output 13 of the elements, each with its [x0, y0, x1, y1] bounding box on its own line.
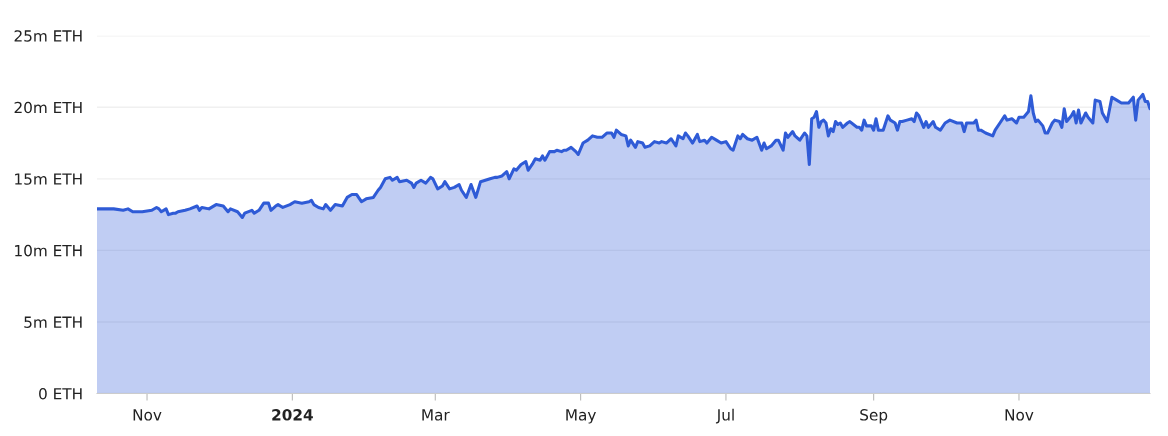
y-tick-label: 10m ETH [15, 244, 82, 257]
y-tick-label: 20m ETH [14, 101, 82, 114]
x-tick-label: Jul [715, 408, 734, 424]
y-tick-label: 25m ETH [14, 30, 82, 42]
y-tick-label: 15m ETH [15, 173, 82, 185]
x-tick-label: Mar [422, 409, 450, 421]
x-tick-label: Nov [133, 409, 162, 421]
x-tick-label: Sep [860, 409, 888, 424]
y-tick-label: 5m ETH [24, 316, 82, 328]
x-tick-label: 2024 [272, 409, 313, 421]
y-tick-label: 0 ETH [39, 387, 82, 400]
x-tick-label: Nov [1005, 409, 1034, 421]
x-tick-label: May [566, 409, 596, 424]
